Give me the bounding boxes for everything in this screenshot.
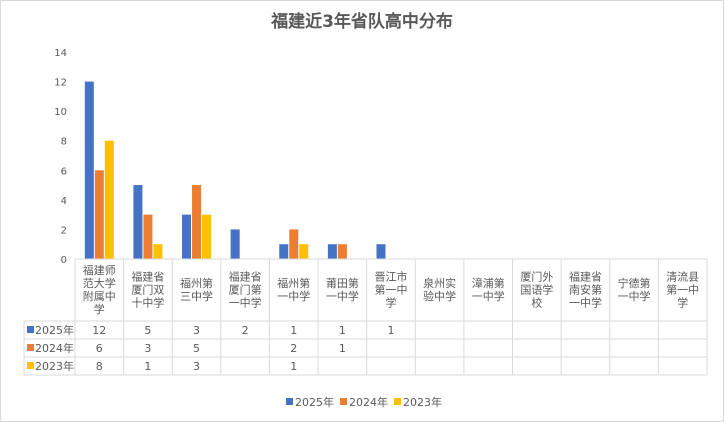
category-label: 学	[677, 296, 688, 310]
category-label: 南安第	[569, 283, 602, 297]
category-label: 厦门外	[520, 270, 553, 284]
category-label: 第一中	[375, 283, 408, 297]
y-tick-label: 8	[61, 137, 67, 148]
bar-2025年-5	[327, 244, 337, 259]
category-label: 一中学	[277, 289, 310, 303]
legend-key-2023年	[27, 362, 34, 369]
category-label: 福州第	[180, 276, 213, 290]
category-label: 福建省	[131, 270, 164, 284]
bar-2024年-2	[192, 185, 202, 259]
table-cell: 1	[339, 324, 346, 337]
legend-label: 2024年	[349, 395, 388, 409]
row-header: 2023年	[35, 359, 74, 373]
bar-2024年-1	[143, 214, 153, 259]
bar-2023年-1	[153, 244, 163, 259]
legend-swatch	[394, 398, 401, 405]
legend-label: 2023年	[403, 395, 442, 409]
category-label: 学	[386, 296, 397, 310]
bar-2024年-5	[337, 244, 347, 259]
bar-2023年-2	[202, 214, 212, 259]
bar-2025年-0	[84, 81, 94, 259]
y-tick-label: 2	[61, 225, 67, 236]
legend-key-2024年	[27, 344, 34, 351]
row-header: 2025年	[35, 323, 74, 337]
legend-key-2025年	[27, 326, 34, 333]
y-tick-label: 14	[54, 48, 67, 59]
category-label: 福建省	[569, 270, 602, 284]
bar-2023年-0	[104, 140, 114, 259]
category-label: 福州第	[277, 276, 310, 290]
category-label: 第一中	[666, 283, 699, 297]
table-cell: 5	[144, 324, 151, 337]
category-label: 一中学	[618, 289, 651, 303]
category-label: 学	[94, 302, 105, 316]
row-header: 2024年	[35, 341, 74, 355]
table-cell: 1	[339, 342, 346, 355]
bar-2025年-2	[182, 214, 192, 259]
table-cell: 3	[193, 324, 200, 337]
bar-2025年-4	[279, 244, 289, 259]
y-tick-label: 4	[61, 196, 67, 207]
table-cell: 8	[96, 360, 103, 373]
legend-label: 2025年	[295, 395, 334, 409]
category-label: 厦门双	[131, 283, 164, 297]
category-label: 晋江市	[375, 270, 408, 284]
table-cell: 2	[242, 324, 249, 337]
category-label: 十中学	[131, 296, 164, 310]
category-label: 厦门第	[229, 283, 262, 297]
category-label: 一中学	[229, 296, 262, 310]
category-label: 一中学	[472, 289, 505, 303]
bar-2025年-3	[230, 229, 240, 259]
category-label: 验中学	[423, 289, 456, 303]
chart-title: 福建近3年省队高中分布	[270, 11, 453, 32]
bar-2024年-4	[289, 229, 299, 259]
table-cell: 1	[290, 360, 297, 373]
legend-swatch	[286, 398, 293, 405]
category-label: 莆田第	[326, 276, 359, 290]
category-label: 一中学	[326, 289, 359, 303]
category-label: 福建师	[83, 263, 116, 277]
category-label: 宁德第	[618, 276, 651, 290]
table-cell: 1	[290, 324, 297, 337]
table-cell: 6	[96, 342, 103, 355]
category-label: 清流县	[666, 270, 699, 284]
table-cell: 3	[144, 342, 151, 355]
category-label: 国语学	[520, 283, 553, 297]
y-tick-label: 10	[54, 107, 67, 118]
category-label: 三中学	[180, 289, 213, 303]
y-tick-label: 6	[61, 166, 67, 177]
bar-2024年-0	[94, 170, 104, 259]
table-cell: 1	[144, 360, 151, 373]
category-label: 校	[531, 296, 542, 310]
legend-swatch	[340, 398, 347, 405]
category-label: 漳浦第	[472, 276, 505, 290]
bar-2025年-1	[133, 185, 143, 259]
table-cell: 12	[92, 324, 106, 337]
category-label: 范大学	[83, 276, 116, 290]
y-tick-label: 0	[61, 255, 67, 266]
bar-2025年-6	[376, 244, 386, 259]
y-tick-label: 12	[54, 78, 67, 89]
table-cell: 3	[193, 360, 200, 373]
category-label: 泉州实	[423, 276, 456, 290]
table-cell: 5	[193, 342, 200, 355]
bar-2023年-4	[299, 244, 309, 259]
category-label: 福建省	[229, 270, 262, 284]
category-label: 附属中	[83, 289, 116, 303]
table-cell: 2	[290, 342, 297, 355]
table-cell: 1	[388, 324, 395, 337]
category-label: 一中学	[569, 296, 602, 310]
